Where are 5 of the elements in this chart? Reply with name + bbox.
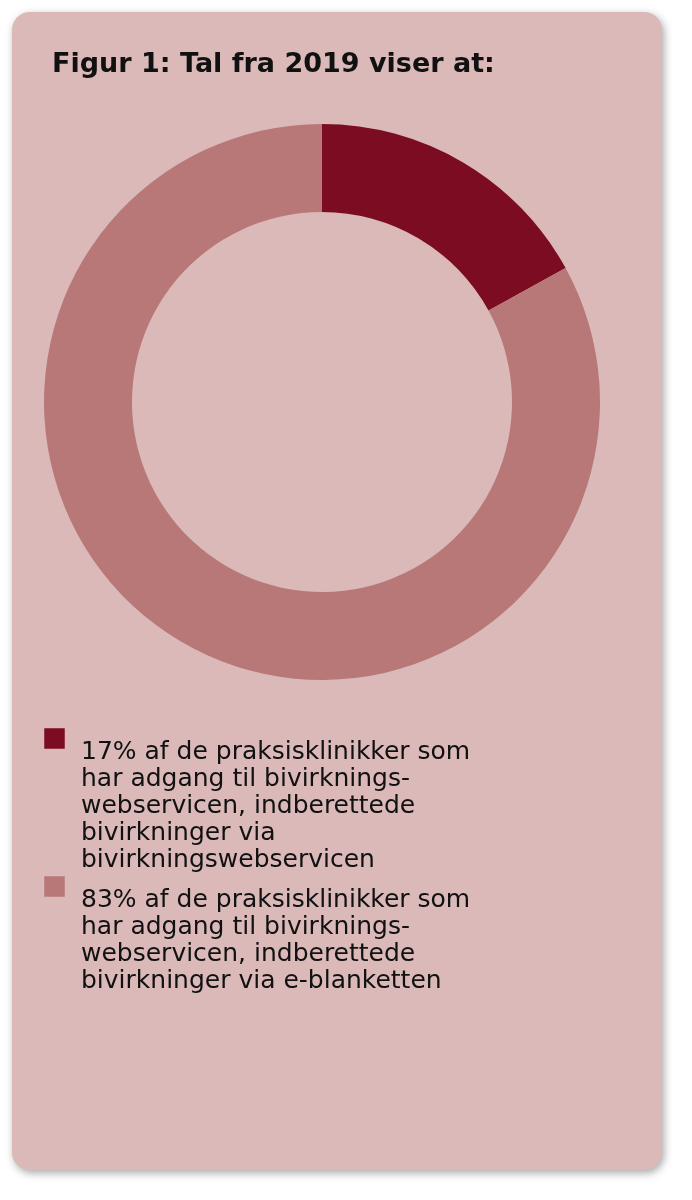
donut-slice	[322, 124, 566, 311]
chart-title: Figur 1: Tal fra 2019 viser at:	[52, 47, 495, 78]
legend-label: 83% af de praksisklinikker som har adgang til bivirknings-webservicen, indberettede bivirkninger via e-blanketten	[81, 883, 471, 994]
donut-slice	[44, 124, 600, 680]
legend-label: 17% af de praksisklinikker som har adgang til bivirknings-webservicen, indberettede bivirkninger via bivirkningswebservicen	[81, 735, 471, 873]
